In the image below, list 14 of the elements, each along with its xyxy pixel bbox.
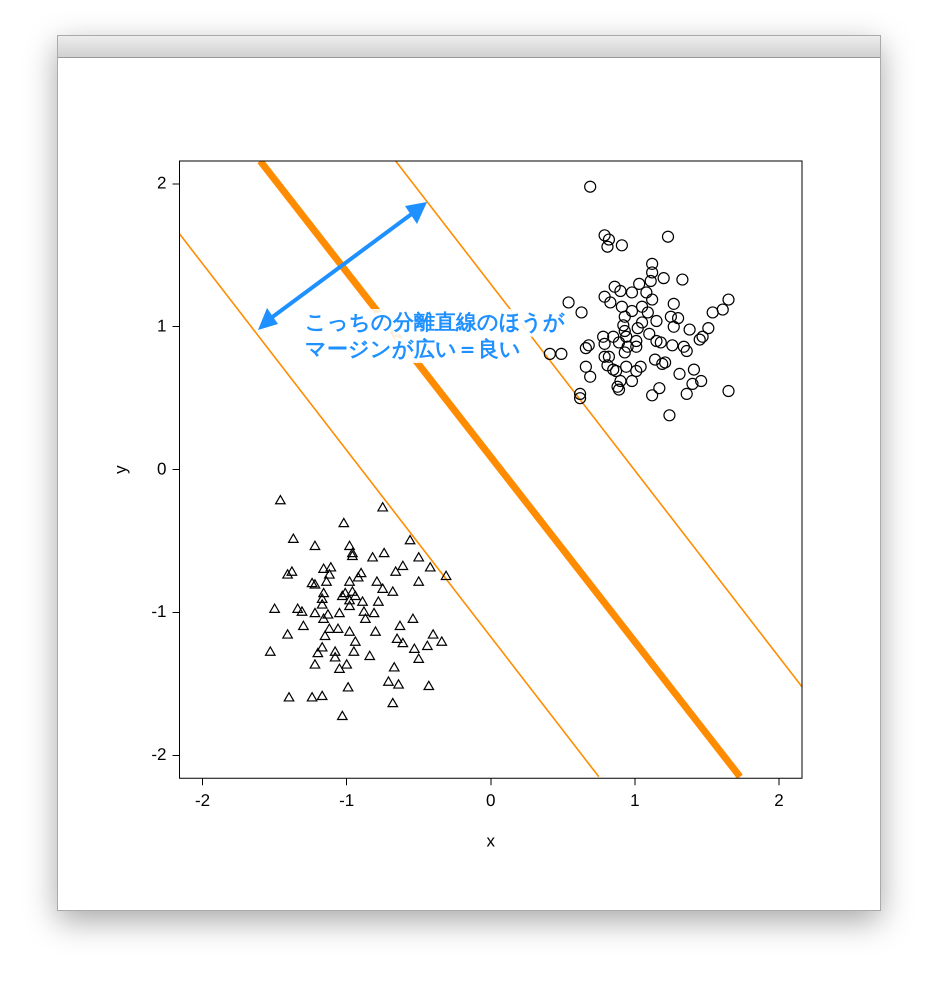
y-tick-label: 0 [157, 459, 167, 478]
annotation: マージンが広い＝良い [305, 336, 521, 363]
x-tick-label: 1 [630, 791, 640, 810]
y-tick-label: 2 [157, 174, 167, 193]
y-tick-label: 1 [157, 316, 167, 336]
y-tick-label: -2 [151, 745, 167, 764]
annotation: こっちの分離直線のほうが [305, 309, 565, 336]
x-axis-title: x [486, 831, 496, 850]
y-tick-label: -1 [151, 602, 167, 622]
x-tick-label: -1 [339, 791, 354, 810]
x-tick-label: 0 [486, 791, 496, 810]
x-tick-label: 2 [774, 791, 784, 810]
y-axis-title: y [110, 464, 130, 474]
x-tick-label: -2 [195, 791, 210, 810]
